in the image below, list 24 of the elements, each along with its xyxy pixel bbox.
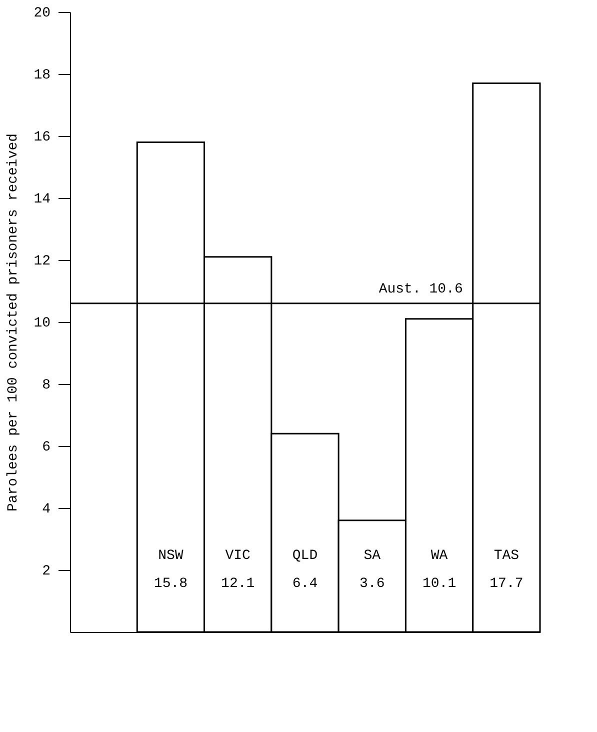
y-tick-label: 8 bbox=[42, 378, 50, 394]
ref-line-label: Aust. 10.6 bbox=[378, 281, 463, 298]
y-tick-label: 4 bbox=[42, 502, 50, 518]
x-tick-label: VIC bbox=[225, 548, 250, 564]
y-tick-label: 2 bbox=[42, 564, 50, 580]
data-label: 17.7 bbox=[490, 576, 524, 592]
data-label: 6.4 bbox=[292, 576, 318, 592]
x-tick-label: NSW bbox=[158, 548, 184, 564]
data-label: 15.8 bbox=[154, 576, 188, 592]
y-tick-label: 12 bbox=[34, 254, 50, 270]
y-tick-label: 14 bbox=[34, 192, 50, 208]
x-tick-label: WA bbox=[430, 548, 448, 564]
y-tick-label: 16 bbox=[34, 130, 50, 146]
data-label: 10.1 bbox=[422, 576, 456, 592]
y-tick-label: 6 bbox=[42, 440, 50, 456]
data-label: 3.6 bbox=[360, 576, 385, 592]
x-tick-label: TAS bbox=[494, 548, 520, 564]
x-tick-label: QLD bbox=[292, 548, 318, 564]
data-label: 12.1 bbox=[221, 576, 255, 592]
y-tick-label: 10 bbox=[34, 316, 50, 332]
y-tick-label: 18 bbox=[34, 68, 50, 84]
x-tick-label: SA bbox=[364, 548, 382, 564]
y-axis-title: Parolees per 100 convicted prisoners received bbox=[6, 133, 22, 512]
y-tick-label: 20 bbox=[34, 6, 50, 22]
